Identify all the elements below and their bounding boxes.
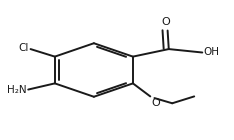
Text: Cl: Cl (18, 43, 29, 53)
Text: O: O (161, 17, 170, 27)
Text: H₂N: H₂N (7, 85, 27, 95)
Text: O: O (151, 98, 160, 108)
Text: OH: OH (203, 47, 219, 57)
